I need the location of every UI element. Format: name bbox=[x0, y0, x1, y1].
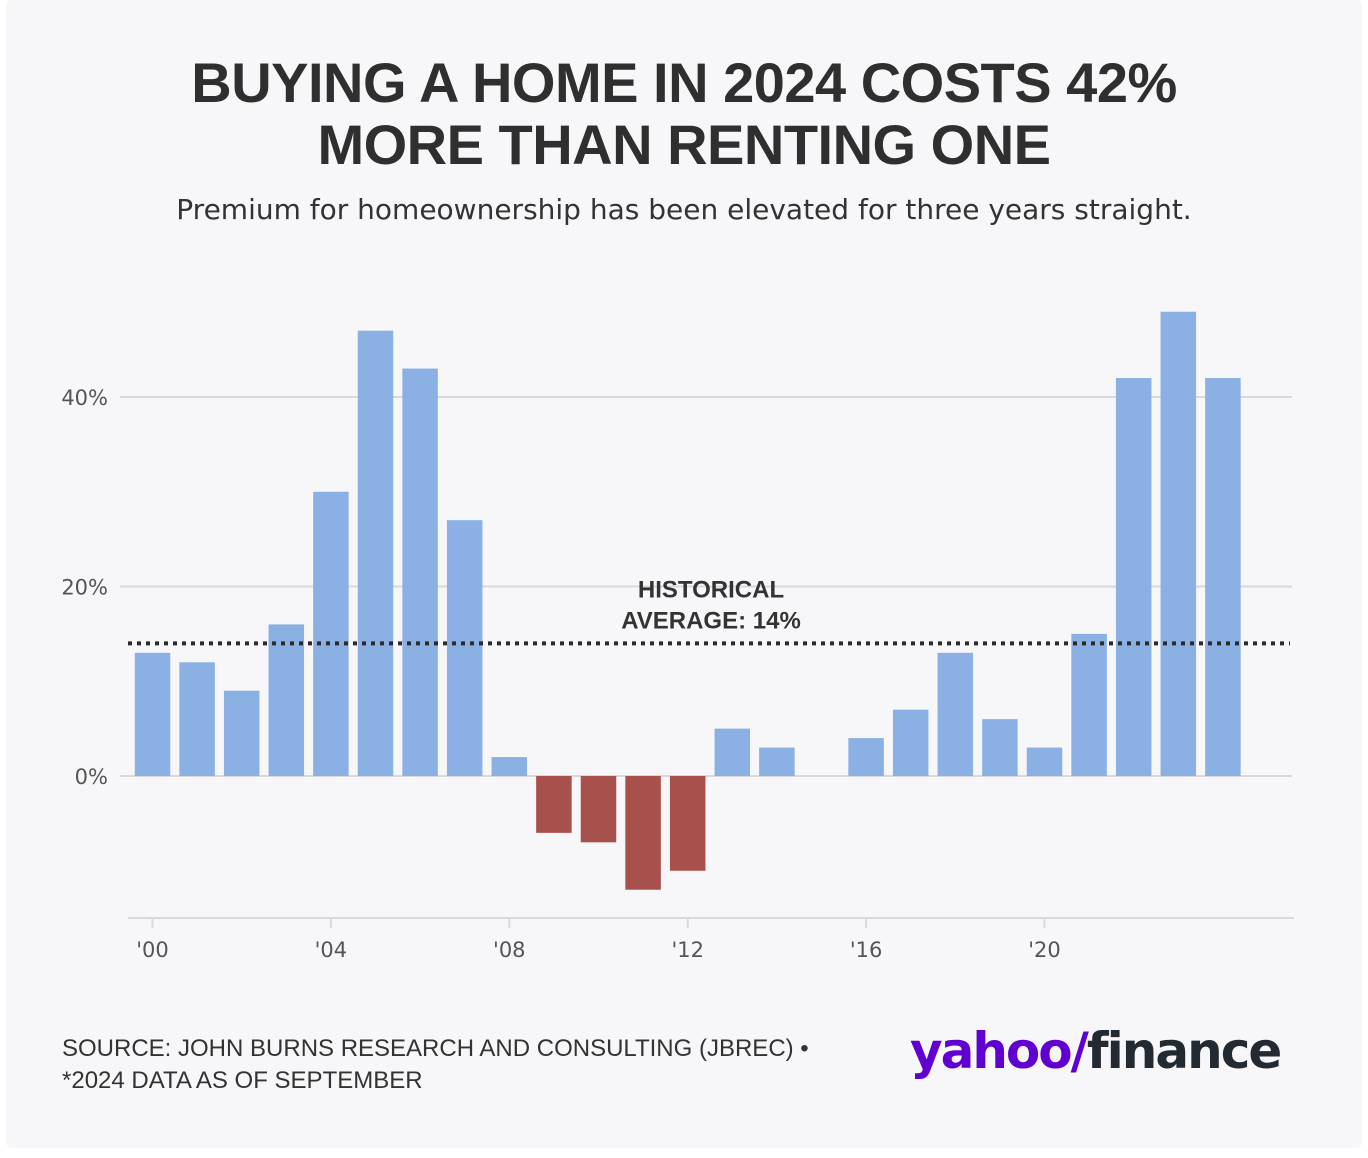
bar-2000 bbox=[134, 652, 171, 776]
bar-2017 bbox=[892, 709, 929, 776]
bar-2012 bbox=[669, 776, 706, 871]
x-tick-label: '20 bbox=[1028, 938, 1061, 962]
x-tick-label: '00 bbox=[136, 938, 169, 962]
bar-2016 bbox=[848, 738, 884, 776]
bars bbox=[134, 311, 1241, 890]
logo-yahoo-text: yahoo bbox=[910, 1022, 1073, 1080]
bar-2018 bbox=[937, 652, 974, 776]
historical-average-label-1: HISTORICAL bbox=[638, 576, 784, 603]
x-tick-label: '08 bbox=[493, 938, 526, 962]
bar-2007 bbox=[446, 520, 483, 776]
bar-2022 bbox=[1115, 378, 1152, 776]
chart-subtitle: Premium for homeownership has been eleva… bbox=[176, 193, 1192, 226]
bar-2020 bbox=[1026, 747, 1063, 776]
source-line-2: *2024 DATA AS OF SEPTEMBER bbox=[62, 1067, 423, 1094]
source-note: SOURCE: JOHN BURNS RESEARCH AND CONSULTI… bbox=[62, 1033, 809, 1097]
bar-2004 bbox=[313, 491, 349, 776]
x-tick-label: '04 bbox=[315, 938, 348, 962]
source-line-1: SOURCE: JOHN BURNS RESEARCH AND CONSULTI… bbox=[62, 1035, 809, 1062]
bar-2002 bbox=[223, 690, 260, 776]
bar-2005 bbox=[357, 330, 394, 776]
bar-2006 bbox=[402, 368, 438, 776]
reference-line-group: HISTORICAL AVERAGE: 14% bbox=[128, 576, 1290, 646]
bar-2008 bbox=[491, 757, 528, 776]
bar-2003 bbox=[268, 624, 305, 776]
title-line-2: MORE THAN RENTING ONE bbox=[317, 113, 1051, 176]
bar-2001 bbox=[179, 662, 215, 776]
bar-2023 bbox=[1160, 311, 1197, 776]
x-tick-label: '16 bbox=[850, 938, 883, 962]
bar-2011 bbox=[625, 776, 661, 890]
x-axis bbox=[128, 917, 1294, 928]
x-tick-label: '12 bbox=[671, 938, 704, 962]
logo-slash: / bbox=[1070, 1022, 1089, 1080]
bar-2019 bbox=[982, 719, 1018, 776]
y-tick-label: 20% bbox=[61, 576, 108, 600]
logo-finance-text: finance bbox=[1086, 1022, 1282, 1080]
bar-2024 bbox=[1205, 378, 1241, 776]
x-axis-tick-labels: '00 '04 '08 '12 '16 '20 bbox=[136, 938, 1061, 962]
chart-title: BUYING A HOME IN 2024 COSTS 42% MORE THA… bbox=[0, 52, 1368, 176]
bar-2009 bbox=[536, 776, 572, 833]
title-line-1: BUYING A HOME IN 2024 COSTS 42% bbox=[191, 51, 1177, 114]
bar-2014 bbox=[759, 747, 795, 776]
bar-2010 bbox=[580, 776, 617, 843]
bar-2021 bbox=[1071, 633, 1107, 776]
y-tick-label: 40% bbox=[61, 386, 108, 410]
historical-average-label-2: AVERAGE: 14% bbox=[621, 607, 801, 634]
bar-2013 bbox=[714, 728, 751, 776]
yahoo-finance-logo: yahoo/finance bbox=[910, 1022, 1282, 1080]
y-axis-tick-labels: 0% 20% 40% bbox=[61, 386, 108, 789]
y-tick-label: 0% bbox=[75, 765, 108, 789]
